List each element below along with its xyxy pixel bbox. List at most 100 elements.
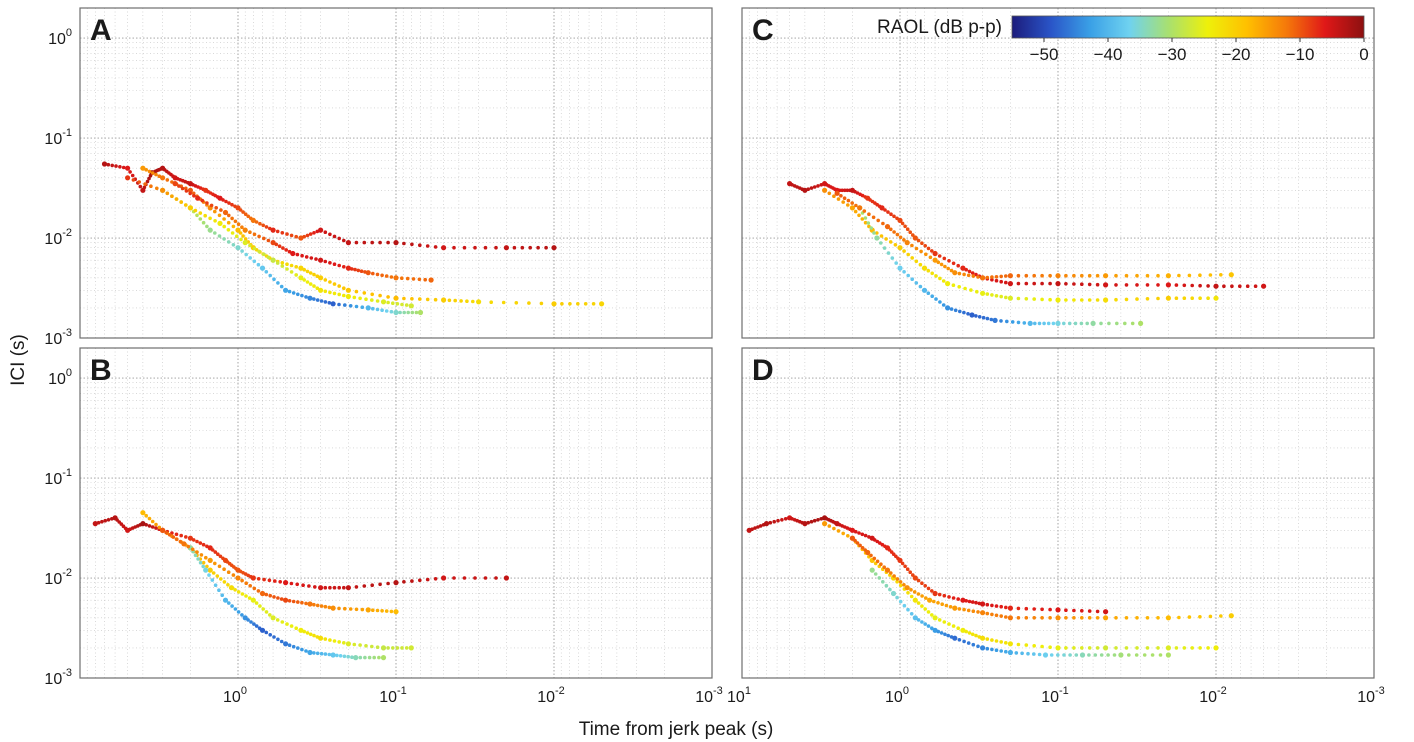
data-point-interp [236, 590, 241, 594]
data-point-interp [447, 298, 452, 303]
data-point [345, 240, 351, 246]
data-point-interp [328, 585, 332, 590]
data-point [904, 240, 910, 246]
data-point-interp [840, 188, 844, 193]
data-point-interp [1087, 273, 1092, 278]
grid [742, 8, 1374, 338]
data-point-interp [494, 245, 498, 250]
data-point-interp [924, 596, 928, 600]
data-point-interp [154, 522, 158, 527]
data-point-interp [750, 527, 754, 531]
data-point-interp [999, 640, 1003, 644]
data-point-interp [1135, 646, 1139, 650]
data-point [270, 257, 276, 263]
data-point [869, 567, 875, 573]
data-point-interp [1016, 273, 1021, 278]
data-point-interp [332, 234, 337, 239]
data-point-interp [184, 189, 189, 193]
data-point-interp [1032, 644, 1036, 648]
data-point-interp [384, 309, 389, 313]
data-point [181, 541, 187, 547]
colorbar-tick-label: −10 [1286, 45, 1315, 64]
data-point-interp [262, 577, 266, 582]
data-point-interp [914, 246, 919, 251]
data-point-interp [489, 300, 494, 305]
series-5 [172, 181, 434, 283]
data-point-interp [964, 629, 968, 634]
data-point-interp [268, 593, 273, 598]
data-point-interp [1074, 653, 1079, 657]
data-point [1079, 652, 1086, 658]
data-point-interp [236, 222, 241, 226]
data-point-interp [909, 588, 913, 592]
data-point-interp [812, 185, 817, 189]
data-point [822, 521, 828, 527]
data-point-interp [994, 613, 999, 618]
data-point-interp [342, 654, 347, 659]
data-point-interp [926, 291, 931, 296]
data-point-interp [300, 647, 304, 652]
data-point-interp [1016, 320, 1021, 325]
data-point-interp [1064, 298, 1068, 302]
x-tick-label: 100 [885, 685, 909, 706]
data-point-interp [213, 561, 217, 566]
data-point-interp [375, 645, 380, 649]
data-point [160, 175, 166, 181]
data-point-interp [1177, 273, 1181, 278]
data-point-interp [471, 299, 475, 304]
data-point [763, 521, 770, 527]
data-point-interp [1112, 653, 1117, 657]
data-point-interp [233, 219, 238, 224]
data-point-interp [217, 213, 222, 218]
data-point-interp [1095, 282, 1100, 287]
data-point-interp [1040, 644, 1044, 649]
data-point-interp [1187, 273, 1192, 278]
data-point-interp [222, 224, 226, 229]
data-point-interp [1032, 616, 1036, 620]
data-point-interp [1145, 646, 1150, 650]
y-tick-label: 10-2 [44, 227, 72, 248]
data-point-interp [936, 629, 941, 634]
data-point [270, 227, 276, 233]
data-point-interp [863, 216, 868, 220]
data-point-interp [191, 538, 196, 542]
data-point-interp [180, 186, 185, 191]
data-point-interp [930, 613, 934, 617]
data-point-interp [398, 310, 402, 315]
data-point [1055, 273, 1061, 279]
data-point-interp [1190, 283, 1194, 288]
data-point-interp [951, 624, 956, 628]
data-point-interp [279, 639, 284, 644]
data-point-interp [1067, 321, 1072, 326]
data-point-interp [276, 596, 280, 600]
data-point-interp [216, 552, 220, 556]
data-point-interp [898, 580, 903, 584]
data-point-interp [280, 264, 285, 268]
data-point-interp [410, 297, 414, 301]
data-point-interp [1004, 605, 1008, 610]
data-point-interp [926, 586, 931, 591]
data-point-interp [210, 578, 215, 582]
data-point-interp [881, 580, 885, 584]
data-point-interp [1123, 321, 1127, 326]
data-point-interp [378, 240, 382, 245]
data-point-interp [370, 644, 374, 649]
data-point-interp [999, 604, 1003, 609]
data-point-interp [928, 255, 933, 260]
data-point-interp [1156, 296, 1160, 301]
data-point [551, 245, 557, 251]
data-point-interp [1174, 646, 1179, 650]
data-point [345, 293, 351, 300]
data-point-interp [264, 610, 269, 614]
data-point-interp [150, 525, 155, 529]
data-point-interp [258, 604, 262, 608]
data-point-interp [981, 315, 986, 320]
data-point [802, 187, 808, 193]
colorbar: RAOL (dB p-p) −50 −40 −30 −20 −10 0 [877, 15, 1369, 64]
data-point [884, 224, 891, 230]
data-point [980, 645, 986, 651]
data-point-interp [114, 164, 118, 168]
data-point-interp [1130, 321, 1135, 326]
data-point-interp [1087, 282, 1092, 287]
data-point-interp [916, 592, 921, 596]
